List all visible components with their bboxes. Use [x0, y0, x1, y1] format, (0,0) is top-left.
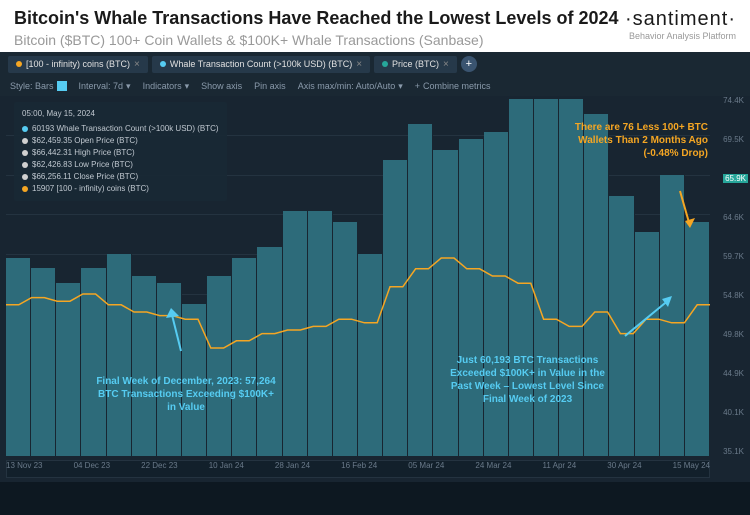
chart-container: [100 - infinity) coins (BTC)× Whale Tran…: [0, 52, 750, 482]
tab-price[interactable]: Price (BTC)×: [374, 56, 457, 73]
annotation-lowest: Just 60,193 BTC Transactions Exceeded $1…: [445, 354, 610, 406]
bars-icon: [57, 81, 67, 91]
header: Bitcoin's Whale Transactions Have Reache…: [0, 0, 750, 52]
logo: ·santiment·: [625, 8, 736, 31]
page-title: Bitcoin's Whale Transactions Have Reache…: [14, 8, 625, 30]
close-icon[interactable]: ×: [134, 59, 140, 70]
tab-coins[interactable]: [100 - infinity) coins (BTC)×: [8, 56, 148, 73]
axis-minmax-button[interactable]: Axis max/min: Auto/Auto ▾: [298, 81, 403, 92]
tooltip-box: 05:00, May 15, 2024 60193 Whale Transact…: [14, 102, 227, 201]
x-axis: 13 Nov 2304 Dec 2322 Dec 2310 Jan 2428 J…: [6, 461, 710, 470]
close-icon[interactable]: ×: [443, 59, 449, 70]
metric-tabs: [100 - infinity) coins (BTC)× Whale Tran…: [0, 52, 750, 77]
page-subtitle: Bitcoin ($BTC) 100+ Coin Wallets & $100K…: [14, 32, 625, 48]
show-axis-button[interactable]: Show axis: [201, 81, 242, 91]
logo-tagline: Behavior Analysis Platform: [625, 31, 736, 41]
add-metric-button[interactable]: +: [461, 56, 477, 72]
tab-whale-tx[interactable]: Whale Transaction Count (>100k USD) (BTC…: [152, 56, 370, 73]
annotation-dec2023: Final Week of December, 2023: 57,264 BTC…: [96, 375, 276, 414]
pin-axis-button[interactable]: Pin axis: [254, 81, 286, 91]
combine-button[interactable]: + Combine metrics: [415, 81, 491, 91]
chart-toolbar: Style: Bars Interval: 7d ▾ Indicators ▾ …: [0, 77, 750, 96]
indicators-button[interactable]: Indicators ▾: [143, 81, 190, 92]
close-icon[interactable]: ×: [356, 59, 362, 70]
style-selector[interactable]: Style: Bars: [10, 81, 67, 91]
tooltip-timestamp: 05:00, May 15, 2024: [22, 108, 219, 120]
interval-selector[interactable]: Interval: 7d ▾: [79, 81, 131, 92]
y-axis: 74.4K69.5K65.9K64.6K59.7K54.8K49.8K44.9K…: [723, 96, 748, 456]
chart-plot[interactable]: 05:00, May 15, 2024 60193 Whale Transact…: [6, 96, 710, 456]
annotation-wallets: There are 76 Less 100+ BTC Wallets Than …: [558, 121, 708, 160]
